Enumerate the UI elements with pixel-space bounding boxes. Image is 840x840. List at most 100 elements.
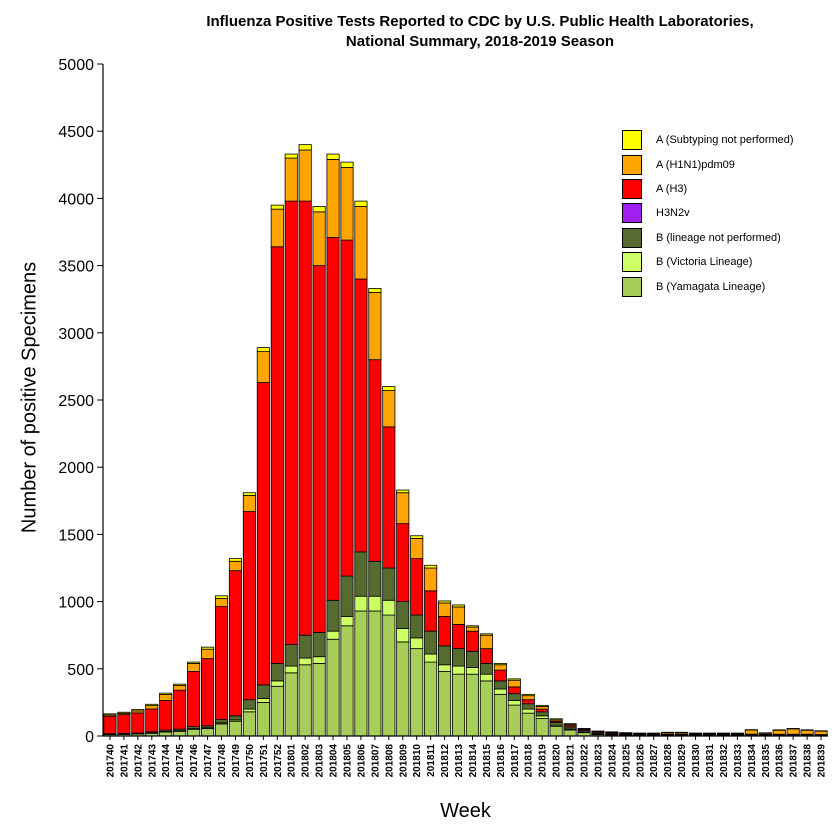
bar-segment [312, 663, 326, 737]
x-tick-label: 201839 [817, 744, 828, 778]
bar-segment [256, 382, 270, 686]
legend-swatch [622, 203, 642, 224]
bar-segment [410, 535, 424, 539]
bar-segment [173, 685, 187, 691]
x-tick-label: 201837 [789, 744, 800, 778]
x-tick-label: 201804 [329, 744, 340, 778]
bar-segment [326, 630, 340, 640]
bar-segment [507, 699, 521, 706]
bar-segment [159, 700, 173, 731]
legend-label: B (Yamagata Lineage) [656, 280, 766, 293]
x-tick-label: 201752 [273, 744, 284, 778]
bar-segment [438, 671, 452, 737]
bar-segment [368, 560, 382, 597]
x-tick-label: 201830 [691, 744, 702, 778]
x-tick-label: 201824 [607, 744, 618, 778]
bar-segment [354, 595, 368, 612]
bar-segment [814, 730, 828, 735]
bar-segment [173, 683, 187, 686]
x-tick-label: 201820 [552, 744, 563, 778]
bar-segment [535, 718, 549, 737]
bar-segment [368, 288, 382, 293]
bar-segment [228, 715, 242, 721]
bar-segment [145, 705, 159, 710]
bar-segment [326, 236, 340, 601]
bar-segment [340, 239, 354, 577]
bar-segment [187, 671, 201, 727]
x-tick-label: 201811 [426, 744, 437, 777]
bar-segment [507, 678, 521, 681]
bar-segment [465, 667, 480, 675]
bar-segment [201, 648, 215, 659]
x-tick-label: 201828 [663, 744, 674, 778]
bar-segment [424, 567, 438, 592]
bar-segment [382, 386, 396, 391]
bar-segment [521, 695, 535, 701]
bar-segment [326, 153, 340, 160]
legend-label: B (Victoria Lineage) [656, 256, 753, 269]
bar-segment [479, 680, 493, 737]
bar-segment [326, 599, 340, 632]
bar-segment [284, 157, 298, 202]
x-tick-label: 201809 [398, 744, 409, 778]
bar-segment [131, 712, 145, 734]
x-tick-label: 201750 [245, 744, 256, 778]
bar-segment [187, 661, 201, 664]
bar-segment [340, 625, 354, 737]
bar-segment [382, 567, 396, 601]
bar-segment [340, 615, 354, 627]
bar-segment [284, 672, 298, 737]
bar-segment [396, 641, 410, 737]
bar-segment [438, 602, 452, 617]
x-tick-label: 201814 [468, 744, 479, 778]
x-tick-label: 201813 [454, 744, 465, 778]
bar-segment [451, 673, 466, 737]
bar-segment [493, 688, 507, 695]
bar-segment [521, 712, 535, 737]
x-tick-label: 201819 [538, 744, 549, 778]
y-tick-label: 4500 [58, 124, 94, 141]
bar-segment [284, 665, 298, 674]
bar-segment [242, 708, 256, 713]
bar-segment [284, 200, 298, 646]
x-tick-label: 201815 [482, 744, 493, 778]
legend-swatch [622, 252, 642, 273]
y-tick-label: 1000 [58, 595, 94, 612]
bar-segment [270, 246, 284, 664]
x-tick-label: 201817 [510, 744, 521, 778]
bar-segment [438, 645, 452, 666]
x-tick-label: 201812 [440, 744, 451, 778]
bar-segment [173, 730, 187, 737]
bar-segment [521, 708, 535, 714]
bar-segment [465, 626, 480, 632]
bar-segment [368, 610, 382, 737]
bar-segment [201, 658, 215, 727]
y-tick-label: 500 [67, 662, 94, 679]
bar-segment [465, 625, 480, 628]
legend-swatch [622, 227, 642, 248]
bar-segment [438, 615, 452, 647]
x-tick-label: 201751 [259, 744, 270, 778]
bar-segment [117, 714, 131, 734]
bar-segment [396, 601, 410, 629]
bar-segment [493, 663, 507, 666]
bar-segment [145, 708, 159, 733]
bar-segment [507, 679, 521, 688]
bar-segment [368, 292, 382, 361]
bar-segment [270, 208, 284, 248]
x-tick-label: 201805 [342, 744, 353, 778]
bar-segment [201, 646, 215, 650]
legend-swatch [622, 154, 642, 175]
bar-segment [451, 648, 466, 667]
bar-segment [354, 206, 368, 280]
bar-segment [242, 492, 256, 496]
bar-segment [298, 634, 312, 659]
bar-segment [800, 729, 814, 735]
bar-segment [451, 606, 466, 625]
y-tick-label: 5000 [58, 57, 94, 74]
legend-item: B (lineage not performed) [622, 226, 794, 250]
bar-segment [103, 713, 117, 716]
x-tick-label: 201746 [189, 744, 200, 778]
bar-segment [187, 663, 201, 672]
